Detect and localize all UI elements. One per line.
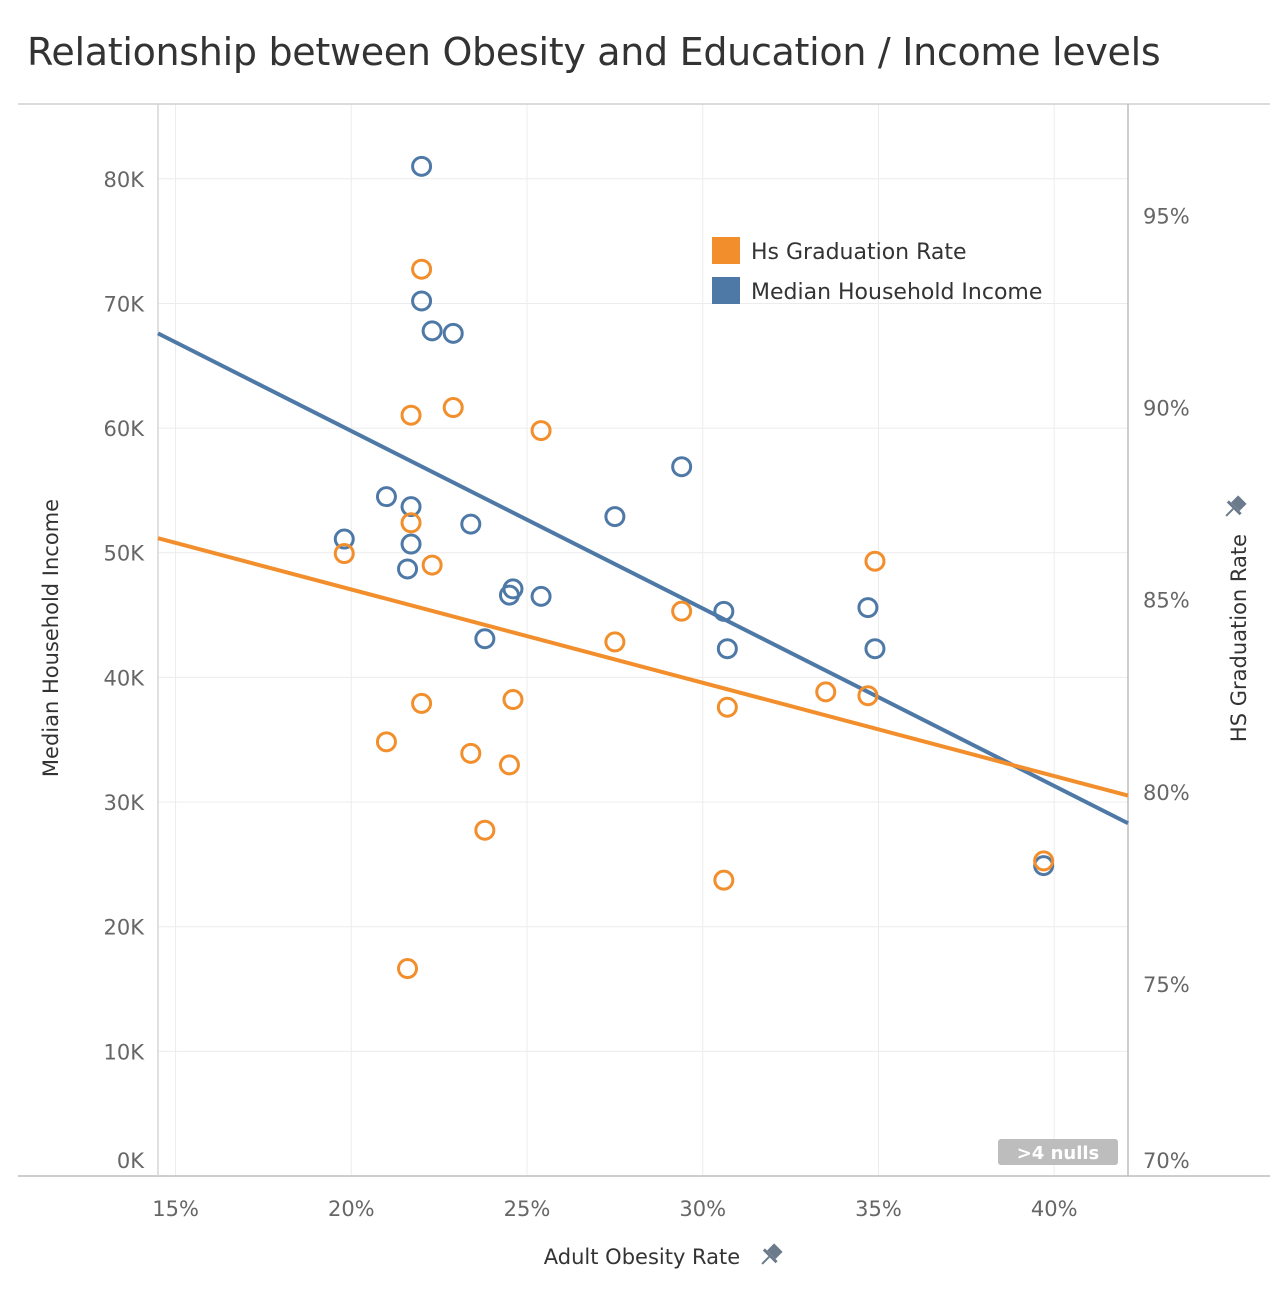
y-right-tick-label: 70% (1143, 1149, 1190, 1173)
legend-swatch-median-income (712, 277, 740, 304)
graduation-point[interactable] (474, 819, 496, 841)
y-axis-left-title: Median Household Income (39, 499, 63, 777)
income-point[interactable] (713, 600, 735, 622)
income-point[interactable] (671, 456, 693, 478)
trend-line-graduation (157, 536, 1129, 798)
income-point[interactable] (400, 533, 422, 555)
income-point[interactable] (502, 578, 524, 600)
graduation-point[interactable] (713, 869, 735, 891)
legend-label-median-income: Median Household Income (751, 280, 1042, 305)
income-point[interactable] (442, 322, 464, 344)
y-left-tick-label: 60K (104, 417, 146, 441)
income-point[interactable] (400, 496, 422, 518)
data-points[interactable] (333, 155, 1055, 980)
y-axis-right-pin-icon[interactable] (1220, 493, 1249, 522)
graduation-point[interactable] (716, 696, 738, 718)
y-axis-right-ticks: 70% 75% 80% 85% 90% 95% (1143, 204, 1190, 1173)
x-tick-label: 20% (328, 1197, 375, 1221)
legend-label-hs-graduation: Hs Graduation Rate (751, 240, 967, 265)
graduation-point[interactable] (815, 681, 837, 703)
income-point[interactable] (604, 506, 626, 528)
x-tick-label: 30% (679, 1197, 726, 1221)
y-left-tick-label: 80K (104, 168, 146, 192)
chart-frame (18, 103, 1270, 1177)
y-left-tick-label: 50K (104, 542, 146, 566)
graduation-point[interactable] (411, 258, 433, 280)
income-point[interactable] (716, 638, 738, 660)
income-point[interactable] (460, 513, 482, 535)
x-axis-ticks: 15% 20% 25% 30% 35% 40% (152, 1197, 1077, 1221)
graduation-point[interactable] (857, 685, 879, 707)
x-axis-pin-icon[interactable] (756, 1241, 785, 1270)
graduation-point[interactable] (460, 742, 482, 764)
graduation-point[interactable] (530, 420, 552, 442)
income-point[interactable] (530, 585, 552, 607)
graduation-point[interactable] (502, 689, 524, 711)
graduation-point[interactable] (604, 631, 626, 653)
graduation-point[interactable] (400, 404, 422, 426)
income-point[interactable] (411, 155, 433, 177)
y-left-tick-label: 0K (117, 1149, 145, 1173)
x-tick-label: 40% (1031, 1197, 1078, 1221)
y-right-tick-label: 90% (1143, 397, 1190, 421)
y-left-tick-label: 40K (104, 666, 146, 690)
y-left-tick-label: 30K (104, 791, 146, 815)
graduation-point[interactable] (498, 754, 520, 776)
graduation-point[interactable] (442, 397, 464, 419)
x-tick-label: 15% (152, 1197, 199, 1221)
legend-swatch-hs-graduation (712, 237, 740, 264)
graduation-point[interactable] (397, 958, 419, 980)
graduation-point[interactable] (1033, 850, 1055, 872)
y-left-tick-label: 70K (104, 292, 146, 316)
graduation-point[interactable] (671, 600, 693, 622)
x-tick-label: 35% (855, 1197, 902, 1221)
y-axis-right-title: HS Graduation Rate (1227, 534, 1251, 742)
trend-lines (157, 331, 1129, 826)
y-right-tick-label: 80% (1143, 781, 1190, 805)
y-left-tick-label: 20K (104, 916, 146, 940)
graduation-point[interactable] (864, 550, 886, 572)
y-axis-left-ticks: 0K 10K 20K 30K 40K 50K 60K 70K 80K (104, 168, 146, 1173)
graduation-point[interactable] (400, 512, 422, 534)
graduation-point[interactable] (333, 543, 355, 565)
nulls-badge[interactable]: >4 nulls (998, 1139, 1118, 1165)
income-point[interactable] (333, 528, 355, 550)
chart-title: Relationship between Obesity and Educati… (27, 30, 1161, 74)
income-point[interactable] (864, 638, 886, 660)
graduation-point[interactable] (411, 692, 433, 714)
income-point[interactable] (857, 597, 879, 619)
nulls-badge-label: >4 nulls (1017, 1143, 1100, 1164)
x-tick-label: 25% (504, 1197, 551, 1221)
y-right-tick-label: 85% (1143, 589, 1190, 613)
trend-line-income (157, 331, 1129, 826)
income-point[interactable] (421, 320, 443, 342)
income-point[interactable] (411, 290, 433, 312)
income-point[interactable] (474, 628, 496, 650)
y-right-tick-label: 95% (1143, 204, 1190, 228)
income-point[interactable] (375, 486, 397, 508)
y-right-tick-label: 75% (1143, 973, 1190, 997)
legend[interactable]: Hs Graduation Rate Median Household Inco… (712, 237, 1042, 305)
graduation-point[interactable] (421, 554, 443, 576)
y-left-tick-label: 10K (104, 1040, 146, 1064)
graduation-point[interactable] (375, 731, 397, 753)
x-axis-title: Adult Obesity Rate (544, 1245, 740, 1269)
income-point[interactable] (397, 558, 419, 580)
grid-lines (158, 104, 1128, 1177)
